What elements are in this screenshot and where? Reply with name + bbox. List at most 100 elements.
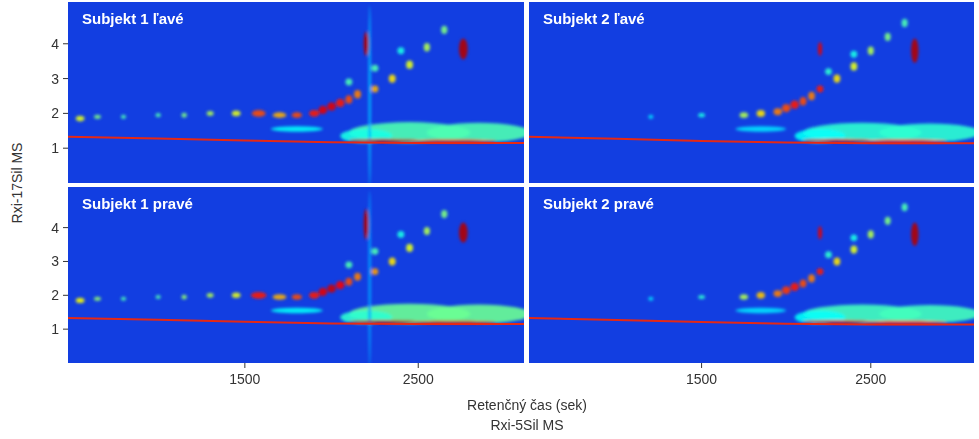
peak — [271, 126, 323, 132]
peak-group — [76, 5, 524, 183]
peak — [389, 257, 396, 265]
peak — [427, 304, 524, 323]
peak — [354, 273, 361, 281]
peak — [397, 231, 404, 238]
peak — [371, 86, 378, 93]
peak — [911, 39, 918, 63]
peak — [735, 308, 786, 313]
peak — [648, 297, 653, 301]
y-tick — [63, 261, 68, 262]
peak — [441, 210, 447, 218]
peak — [424, 43, 430, 51]
panel-title: Subjekt 2 pravé — [543, 195, 654, 212]
y-tick-label: 4 — [51, 220, 59, 236]
peak — [800, 279, 807, 287]
peak — [76, 116, 85, 122]
y-tick — [63, 227, 68, 228]
peak — [292, 294, 302, 299]
peak — [773, 108, 781, 115]
peak — [232, 293, 241, 298]
peak — [825, 251, 832, 258]
peak-group — [648, 203, 974, 324]
plot-area — [68, 5, 524, 183]
peak — [273, 112, 287, 118]
peak — [121, 297, 126, 301]
peak — [371, 65, 378, 72]
plot-area — [529, 203, 974, 324]
peak — [757, 292, 765, 299]
peak — [782, 104, 790, 112]
peak — [911, 223, 918, 247]
peak — [354, 90, 361, 98]
panel-title: Subjekt 1 ľavé — [82, 10, 184, 27]
peak — [156, 295, 161, 299]
plot-area — [68, 190, 524, 363]
peak — [232, 111, 241, 117]
peak — [740, 294, 748, 299]
peak — [803, 139, 871, 142]
x-tick-label: 1500 — [686, 371, 717, 387]
peak — [850, 62, 857, 70]
peak — [345, 261, 352, 268]
y-tick — [63, 113, 68, 114]
x-tick-label: 1500 — [229, 371, 260, 387]
peak — [834, 74, 841, 82]
peak — [698, 113, 705, 117]
x-tick-label: 2500 — [855, 371, 886, 387]
peak — [271, 308, 323, 313]
peak — [319, 288, 328, 296]
peak — [368, 5, 371, 183]
x-tick-label: 2500 — [403, 371, 434, 387]
peak — [879, 123, 974, 141]
peak — [182, 113, 187, 118]
peak — [345, 278, 352, 286]
peak — [459, 39, 468, 60]
peak — [309, 110, 319, 117]
plot-area — [529, 19, 974, 144]
peak — [808, 92, 815, 100]
peak — [790, 283, 798, 291]
peak — [441, 26, 447, 34]
plot-background — [68, 2, 524, 183]
peak — [327, 102, 336, 110]
peak — [803, 320, 871, 323]
peak — [319, 106, 328, 114]
peak — [740, 112, 748, 118]
peak — [251, 292, 267, 299]
peak — [371, 268, 378, 275]
peak — [818, 42, 822, 56]
y-tick — [63, 43, 68, 44]
y-tick — [63, 329, 68, 330]
column-bleed — [529, 137, 974, 144]
plot-background — [68, 187, 524, 363]
peak — [808, 274, 815, 282]
peak — [868, 47, 874, 55]
peak — [885, 217, 891, 225]
x-tick — [870, 363, 871, 368]
y-tick — [63, 295, 68, 296]
peak — [389, 74, 396, 82]
peak — [406, 244, 413, 252]
peak — [868, 230, 874, 238]
peak — [336, 99, 345, 107]
peak — [406, 60, 413, 68]
peak — [273, 294, 287, 299]
peak — [207, 111, 214, 116]
y-tick-label: 4 — [51, 36, 59, 52]
y-tick-label: 1 — [51, 321, 59, 337]
peak — [327, 284, 336, 292]
peak — [427, 123, 524, 142]
column-bleed — [529, 318, 974, 324]
x-tick — [418, 363, 419, 368]
peak — [459, 223, 468, 243]
peak — [879, 305, 974, 323]
peak — [648, 115, 653, 119]
peak — [850, 246, 857, 254]
x-axis-title: Retenčný čas (sek) — [467, 397, 587, 413]
peak — [345, 79, 352, 86]
peak — [735, 126, 786, 132]
peak — [817, 268, 824, 275]
column-bleed — [68, 318, 524, 324]
peak — [94, 297, 101, 301]
y-tick-label: 1 — [51, 140, 59, 156]
